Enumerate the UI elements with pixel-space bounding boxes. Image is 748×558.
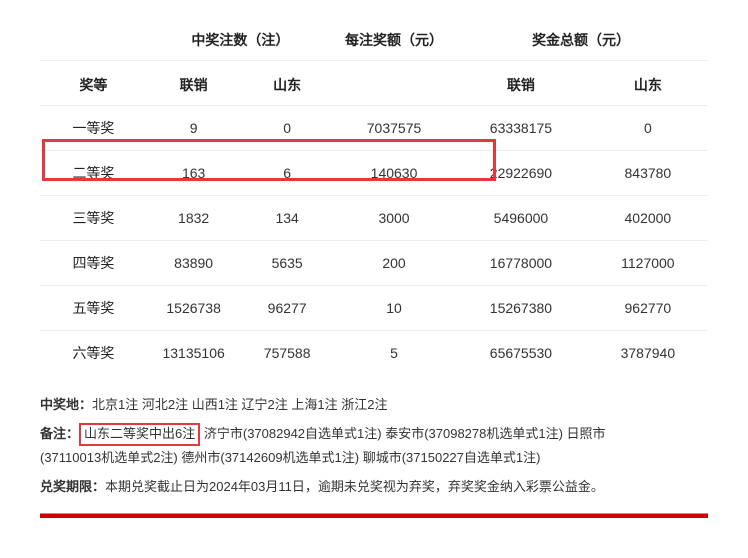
header1-per: 每注奖额（元） [334,20,454,61]
cell-per: 200 [334,241,454,286]
cell-union_bets: 9 [147,106,241,151]
cell-tier: 四等奖 [40,241,147,286]
bottom-red-bar [40,513,708,518]
remark-text2: (37110013机选单式2注) 德州市(37142609机选单式1注) 聊城市… [40,450,540,465]
cell-union_bets: 1526738 [147,286,241,331]
header1-total: 奖金总额（元） [454,20,708,61]
header2-union1: 联销 [147,61,241,106]
note-remark: 备注：山东二等奖中出6注 济宁市(37082942自选单式1注) 泰安市(370… [40,422,708,469]
cell-sd_bets: 757588 [240,331,334,376]
table-row: 三等奖183213430005496000402000 [40,196,708,241]
cell-union_total: 16778000 [454,241,588,286]
cell-per: 3000 [334,196,454,241]
cell-per: 5 [334,331,454,376]
cell-sd_bets: 5635 [240,241,334,286]
header-row-1: 中奖注数（注） 每注奖额（元） 奖金总额（元） [40,20,708,61]
header2-sd1: 山东 [240,61,334,106]
cell-sd_total: 0 [588,106,708,151]
header1-bets: 中奖注数（注） [147,20,334,61]
table-row: 二等奖163614063022922690843780 [40,151,708,196]
cell-tier: 一等奖 [40,106,147,151]
cell-tier: 二等奖 [40,151,147,196]
results-table-wrap: 中奖注数（注） 每注奖额（元） 奖金总额（元） 奖等 联销 山东 联销 山东 一… [40,20,708,375]
remark-text1: 济宁市(37082942自选单式1注) 泰安市(37098278机选单式1注) … [200,426,605,441]
cell-per: 10 [334,286,454,331]
results-table: 中奖注数（注） 每注奖额（元） 奖金总额（元） 奖等 联销 山东 联销 山东 一… [40,20,708,375]
cell-sd_total: 843780 [588,151,708,196]
note-winplace: 中奖地：北京1注 河北2注 山西1注 辽宁2注 上海1注 浙江2注 [40,393,708,416]
cell-sd_bets: 134 [240,196,334,241]
header2-sd2: 山东 [588,61,708,106]
notes-section: 中奖地：北京1注 河北2注 山西1注 辽宁2注 上海1注 浙江2注 备注：山东二… [40,393,708,499]
cell-union_bets: 13135106 [147,331,241,376]
cell-sd_bets: 96277 [240,286,334,331]
cell-union_bets: 83890 [147,241,241,286]
cell-sd_bets: 0 [240,106,334,151]
deadline-label: 兑奖期限： [40,479,105,494]
winplace-text: 北京1注 河北2注 山西1注 辽宁2注 上海1注 浙江2注 [92,397,387,412]
remark-label: 备注： [40,426,79,441]
table-body: 一等奖907037575633381750二等奖1636140630229226… [40,106,708,376]
table-row: 一等奖907037575633381750 [40,106,708,151]
remark-highlight: 山东二等奖中出6注 [79,423,200,445]
table-row: 五等奖1526738962771015267380962770 [40,286,708,331]
deadline-text: 本期兑奖截止日为2024年03月11日，逾期未兑奖视为弃奖，弃奖奖金纳入彩票公益… [105,479,604,494]
note-deadline: 兑奖期限：本期兑奖截止日为2024年03月11日，逾期未兑奖视为弃奖，弃奖奖金纳… [40,475,708,498]
cell-sd_total: 1127000 [588,241,708,286]
cell-union_bets: 163 [147,151,241,196]
header2-union2: 联销 [454,61,588,106]
header-row-2: 奖等 联销 山东 联销 山东 [40,61,708,106]
cell-tier: 六等奖 [40,331,147,376]
cell-union_total: 15267380 [454,286,588,331]
cell-union_total: 22922690 [454,151,588,196]
header2-blank [334,61,454,106]
cell-tier: 三等奖 [40,196,147,241]
cell-sd_bets: 6 [240,151,334,196]
header1-blank [40,20,147,61]
cell-per: 7037575 [334,106,454,151]
cell-sd_total: 3787940 [588,331,708,376]
cell-union_total: 5496000 [454,196,588,241]
cell-union_bets: 1832 [147,196,241,241]
table-row: 六等奖131351067575885656755303787940 [40,331,708,376]
cell-per: 140630 [334,151,454,196]
cell-tier: 五等奖 [40,286,147,331]
cell-union_total: 63338175 [454,106,588,151]
cell-sd_total: 402000 [588,196,708,241]
cell-sd_total: 962770 [588,286,708,331]
winplace-label: 中奖地： [40,397,92,412]
table-row: 四等奖838905635200167780001127000 [40,241,708,286]
cell-union_total: 65675530 [454,331,588,376]
header2-tier: 奖等 [40,61,147,106]
